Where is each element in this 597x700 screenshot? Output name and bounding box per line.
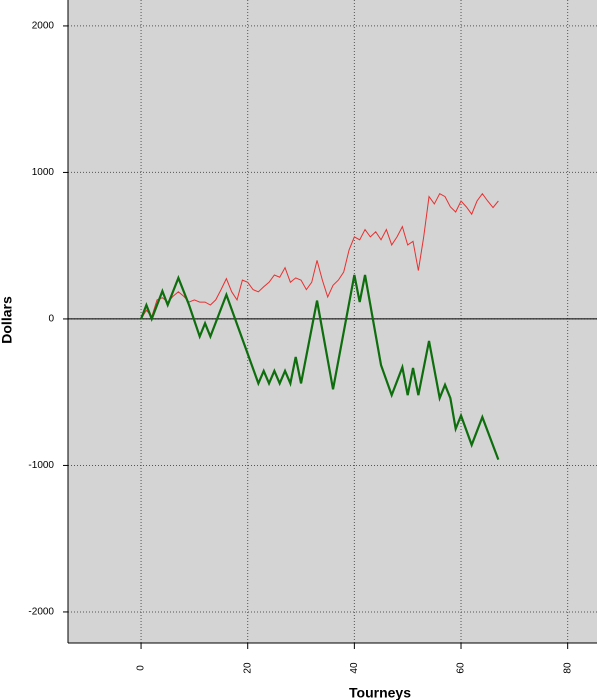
x-tick-label: 20 [242,662,253,674]
y-tick-label: -2000 [28,607,54,618]
y-tick-label: 2000 [32,21,55,32]
plot-area [68,0,597,643]
x-tick-label: 40 [349,662,360,674]
y-tick-label: 0 [48,314,54,325]
y-tick-label: 1000 [32,167,55,178]
x-axis-title: Tourneys [349,685,411,700]
series-line [140,274,500,460]
y-axis-title: Dollars [0,296,15,344]
x-tick-label: 60 [456,662,467,674]
x-tick-label: 80 [562,662,573,674]
series-line [140,192,499,320]
y-tick-label: -1000 [28,460,54,471]
x-tick-label: 0 [136,665,147,671]
